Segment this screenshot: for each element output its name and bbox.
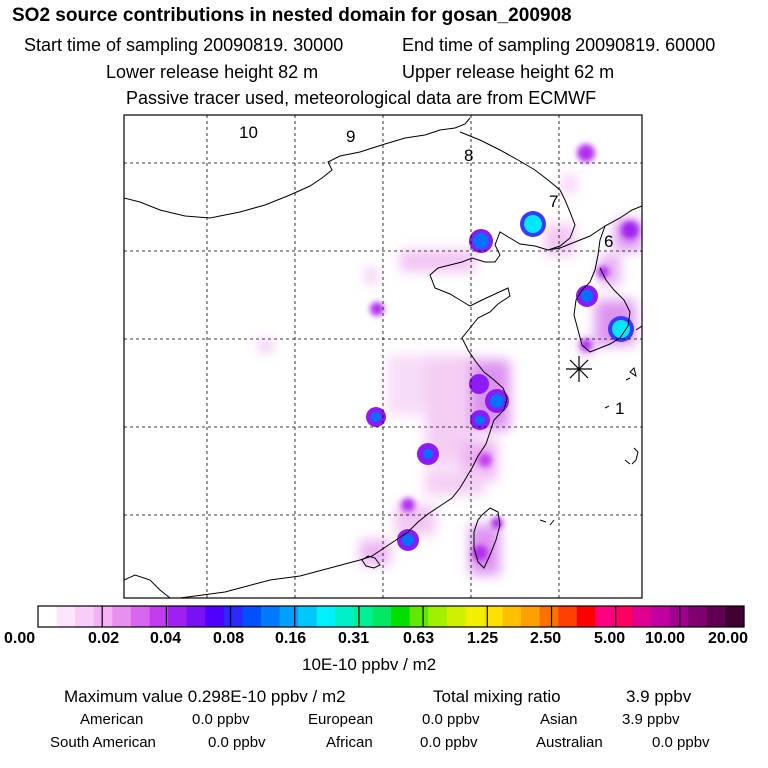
colorbar-cell bbox=[205, 606, 225, 627]
hotspots bbox=[366, 211, 634, 551]
european-label: European bbox=[308, 711, 374, 728]
african-label: African bbox=[326, 734, 373, 751]
colorbar-label-10: 10.00 bbox=[645, 630, 686, 647]
australian-label: Australian bbox=[536, 734, 603, 751]
colorbar-cell bbox=[521, 606, 541, 627]
hotspot-beijing bbox=[469, 229, 493, 253]
total-mixing-value: 3.9 ppbv bbox=[626, 687, 692, 706]
hotspot-central bbox=[366, 407, 386, 427]
european-value: 0.0 ppbv bbox=[422, 711, 480, 728]
hotspot-korea-south bbox=[608, 316, 634, 342]
max-value: Maximum value 0.298E-10 ppbv / m2 bbox=[64, 687, 346, 706]
colorbar-cell bbox=[632, 606, 652, 627]
total-mixing-label: Total mixing ratio bbox=[433, 687, 561, 706]
receptor-asterisk bbox=[566, 356, 592, 382]
colorbar-cell bbox=[502, 606, 522, 627]
colorbar-cell bbox=[223, 606, 243, 627]
colorbar-cell bbox=[576, 606, 596, 627]
start-time: Start time of sampling 20090819. 30000 bbox=[24, 35, 344, 55]
colorbar-cell bbox=[688, 606, 708, 627]
colorbar-unit: 10E-10 ppbv / m2 bbox=[302, 655, 437, 674]
american-value: 0.0 ppbv bbox=[192, 711, 250, 728]
region-label-10: 10 bbox=[239, 123, 258, 142]
colorbar-cell bbox=[242, 606, 262, 627]
south-american-label: South American bbox=[50, 734, 156, 751]
grid-lines bbox=[124, 115, 642, 598]
hotspot-shanghai bbox=[469, 374, 509, 430]
end-time: End time of sampling 20090819. 60000 bbox=[402, 35, 716, 55]
region-label-6: 6 bbox=[604, 232, 613, 251]
colorbar-cell bbox=[335, 606, 355, 627]
colorbar-cell bbox=[465, 606, 485, 627]
colorbar-cell bbox=[38, 606, 58, 627]
asian-value: 3.9 ppbv bbox=[622, 711, 680, 728]
colorbar-cell bbox=[75, 606, 95, 627]
colorbar-cell bbox=[483, 606, 504, 627]
region-label-7: 7 bbox=[549, 192, 558, 211]
colorbar-cell bbox=[112, 606, 132, 627]
colorbar-cell bbox=[725, 606, 745, 627]
region-label-1: 1 bbox=[615, 399, 624, 418]
plume-cores bbox=[370, 144, 639, 561]
colorbar-cell bbox=[558, 606, 578, 627]
south-american-value: 0.0 ppbv bbox=[208, 734, 266, 751]
coastlines bbox=[124, 117, 642, 598]
colorbar-cell bbox=[298, 606, 318, 627]
colorbar-label-8: 2.50 bbox=[530, 630, 562, 647]
map-title: SO2 source contributions in nested domai… bbox=[12, 5, 572, 26]
colorbar-cell bbox=[428, 606, 448, 627]
african-value: 0.0 ppbv bbox=[420, 734, 478, 751]
colorbar-cell bbox=[93, 606, 113, 627]
colorbar-cell bbox=[372, 606, 392, 627]
hotspot-bohai bbox=[520, 211, 546, 237]
colorbar-cell bbox=[56, 606, 76, 627]
colorbar-label-2: 0.04 bbox=[150, 630, 182, 647]
tracer-note: Passive tracer used, meteorological data… bbox=[126, 88, 597, 108]
colorbar-cell bbox=[391, 606, 411, 627]
colorbar-cell bbox=[353, 606, 374, 627]
hotspot-pearl bbox=[397, 529, 419, 551]
lower-release-height: Lower release height 82 m bbox=[106, 62, 319, 82]
colorbar-label-3: 0.08 bbox=[213, 630, 245, 647]
colorbar-label-1: 0.02 bbox=[88, 630, 120, 647]
colorbar-label-5: 0.31 bbox=[338, 630, 370, 647]
colorbar-label-6: 0.63 bbox=[403, 630, 435, 647]
colorbar-label-9: 5.00 bbox=[594, 630, 626, 647]
australian-value: 0.0 ppbv bbox=[652, 734, 710, 751]
colorbar-cell bbox=[316, 606, 336, 627]
colorbar-cell bbox=[279, 606, 299, 627]
upper-release-height: Upper release height 62 m bbox=[402, 62, 615, 82]
colorbar-label-7: 1.25 bbox=[467, 630, 499, 647]
colorbar-cell bbox=[613, 606, 634, 627]
colorbar-label-11: 20.00 bbox=[708, 630, 749, 647]
colorbar-cell bbox=[706, 606, 727, 627]
hotspot-south bbox=[417, 443, 439, 465]
colorbar-cell bbox=[539, 606, 559, 627]
colorbar-cell bbox=[186, 606, 206, 627]
colorbar-cell bbox=[595, 606, 615, 627]
american-label: American bbox=[80, 711, 144, 728]
colorbar-cell bbox=[149, 606, 169, 627]
colorbar-label-4: 0.16 bbox=[275, 630, 307, 647]
colorbar-cell bbox=[260, 606, 281, 627]
colorbar-cell bbox=[168, 606, 188, 627]
region-label-8: 8 bbox=[464, 146, 473, 165]
colorbar-label-0: 0.00 bbox=[4, 630, 36, 647]
colorbar-cell bbox=[651, 606, 671, 627]
colorbar-cell bbox=[409, 606, 429, 627]
asian-label: Asian bbox=[540, 711, 578, 728]
colorbar-cell bbox=[130, 606, 151, 627]
colorbar-cell bbox=[446, 606, 466, 627]
colorbar-cells bbox=[38, 606, 745, 627]
map-frame bbox=[123, 114, 643, 599]
region-label-9: 9 bbox=[346, 127, 355, 146]
